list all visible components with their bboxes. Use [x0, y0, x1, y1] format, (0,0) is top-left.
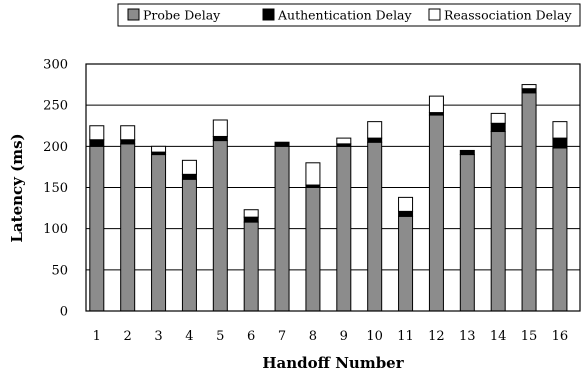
bar-segment-reassociation [212, 119, 228, 137]
bar-segment-probe [552, 147, 568, 312]
bar-segment-reassociation [398, 196, 414, 212]
bar-segment-reassociation [367, 121, 383, 139]
x-tick-label: 4 [185, 329, 193, 344]
bar-segment-probe [305, 187, 321, 312]
bar-segment-probe [428, 114, 444, 312]
x-tick-label: 12 [428, 329, 445, 344]
legend: Probe Delay Authentication Delay Reassocia… [117, 3, 581, 27]
y-tick-label: 0 [60, 305, 68, 320]
bar-segment-authentication [243, 216, 259, 223]
bar-segment-probe [521, 92, 537, 312]
bar-segment-probe [459, 154, 475, 312]
bar-segment-probe [212, 140, 228, 312]
x-tick-label: 5 [216, 329, 224, 344]
y-tick-label: 200 [43, 140, 68, 155]
bar-segment-probe [367, 141, 383, 312]
x-tick-label: 3 [154, 329, 162, 344]
bar-segment-authentication [120, 139, 136, 145]
bar-segment-probe [398, 215, 414, 312]
x-tick-label: 1 [93, 329, 101, 344]
y-tick-label: 100 [43, 222, 68, 237]
bar-segment-reassociation [89, 125, 105, 141]
x-tick-label: 16 [552, 329, 569, 344]
bar-segment-probe [243, 221, 259, 312]
legend-label: Reassociation Delay [444, 8, 573, 23]
bar-segment-authentication [459, 149, 475, 156]
bar-segment-probe [274, 145, 290, 312]
y-axis-title: Latency (ms) [8, 133, 26, 242]
bar-segment-reassociation [181, 159, 197, 175]
bar-segment-reassociation [151, 145, 167, 153]
bar-segment-authentication [398, 210, 414, 217]
bar-segment-reassociation [552, 121, 568, 139]
bar-segment-reassociation [120, 125, 136, 141]
y-tick-label: 50 [51, 263, 68, 278]
bar-segment-reassociation [305, 162, 321, 186]
x-tick-label: 2 [124, 329, 132, 344]
bar-segment-authentication [89, 139, 105, 147]
bar-segment-authentication [521, 88, 537, 94]
y-tick-label: 300 [43, 58, 68, 73]
legend-swatch [127, 8, 140, 21]
x-tick-label: 14 [490, 329, 507, 344]
x-tick-label: 11 [397, 329, 414, 344]
bar-segment-probe [89, 145, 105, 312]
x-tick-label: 7 [278, 329, 286, 344]
x-axis-title: Handoff Number [262, 354, 404, 372]
x-tick-label: 15 [521, 329, 538, 344]
bar-segment-authentication [490, 122, 506, 133]
x-tick-label: 13 [459, 329, 476, 344]
y-tick-label: 250 [43, 99, 68, 114]
legend-box [117, 3, 581, 27]
bar-segment-probe [151, 154, 167, 312]
bar-segment-authentication [367, 137, 383, 143]
bar-segment-reassociation [243, 209, 259, 218]
bar-segment-probe [181, 178, 197, 312]
bar-segment-probe [490, 131, 506, 312]
bar-segment-reassociation [490, 112, 506, 124]
plot-frame [85, 63, 581, 312]
plot-area [85, 63, 581, 312]
bar-segment-reassociation [428, 95, 444, 114]
bar-segment-probe [120, 143, 136, 312]
bar-segment-authentication [274, 141, 290, 147]
legend-label: Probe Delay [143, 8, 221, 23]
x-tick-label: 10 [366, 329, 383, 344]
bar-segment-probe [336, 145, 352, 312]
x-tick-label: 9 [340, 329, 348, 344]
bar-segment-authentication [212, 135, 228, 142]
bar-segment-reassociation [521, 84, 537, 90]
x-tick-label: 8 [309, 329, 317, 344]
bar-segment-authentication [181, 173, 197, 180]
legend-swatch [262, 8, 275, 21]
x-tick-label: 6 [247, 329, 255, 344]
bar-segment-authentication [552, 137, 568, 149]
y-tick-label: 150 [43, 181, 68, 196]
bar-segment-reassociation [336, 137, 352, 145]
legend-swatch [428, 8, 441, 21]
legend-label: Authentication Delay [277, 8, 413, 23]
